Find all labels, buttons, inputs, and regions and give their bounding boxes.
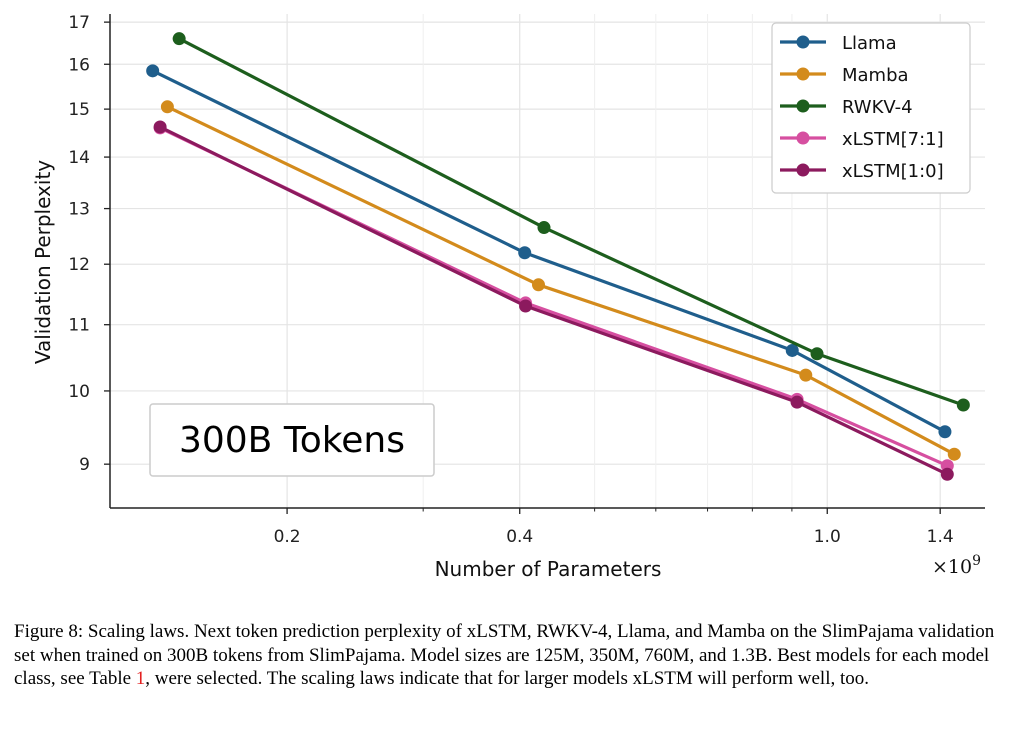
annotation-box [149, 403, 435, 477]
figure-caption: Figure 8: Scaling laws. Next token predi… [14, 620, 1010, 691]
series-Mamba [160, 100, 961, 461]
legend-label: xLSTM[7:1] [842, 129, 944, 150]
table-reference-link[interactable]: 1 [135, 668, 146, 689]
annotation-text: 300B Tokens [179, 420, 405, 461]
legend-label: RWKV-4 [842, 97, 913, 118]
y-tick-label: 11 [68, 316, 90, 336]
data-point [172, 32, 186, 46]
legend-swatch-marker [796, 163, 810, 177]
series-RWKV-4 [172, 32, 970, 412]
annotation: 300B Tokens [149, 403, 435, 477]
legend-swatch-marker [796, 67, 810, 81]
data-point [940, 467, 954, 481]
data-point [531, 278, 545, 292]
y-tick-label: 14 [68, 148, 90, 168]
x-axis-exponent: ×109 [932, 553, 981, 578]
legend-swatch-marker [796, 35, 810, 49]
x-axis-ticks: 0.2 0.4 1.0 1.4 [274, 508, 954, 547]
y-tick-label: 12 [68, 255, 90, 275]
y-tick-label: 17 [68, 13, 90, 33]
data-point [153, 120, 167, 134]
legend-entry: Llama [780, 33, 897, 54]
data-point [537, 221, 551, 235]
data-point [947, 447, 961, 461]
legend-entry: xLSTM[1:0] [780, 161, 944, 182]
legend-entry: xLSTM[7:1] [780, 129, 944, 150]
x-axis-title: Number of Parameters [435, 557, 662, 581]
y-axis-ticks: 9 10 11 12 13 14 15 16 17 [68, 13, 110, 475]
series-group [146, 32, 970, 481]
series-xLSTM[1:0] [153, 120, 954, 481]
data-point [956, 398, 970, 412]
x-tick-label: 1.4 [927, 527, 954, 547]
legend: Llama Mamba RWKV-4 xLSTM[7:1] xLSTM[1:0] [771, 22, 971, 194]
data-point [518, 246, 532, 260]
series-line [159, 125, 948, 476]
data-point [519, 299, 533, 313]
data-point [785, 343, 799, 357]
data-point [938, 425, 952, 439]
legend-label: Llama [842, 33, 897, 54]
y-tick-label: 13 [68, 200, 90, 220]
series-line [166, 105, 956, 456]
x-tick-label: 0.2 [274, 527, 301, 547]
series-Llama [146, 64, 952, 439]
caption-text: Figure 8: Scaling laws. Next token predi… [14, 621, 995, 689]
y-axis-title: Validation Perplexity [31, 160, 55, 364]
x-tick-label: 0.4 [506, 527, 533, 547]
legend-swatch-marker [796, 99, 810, 113]
caption-text-end: , were selected. The scaling laws indica… [145, 668, 870, 689]
y-tick-label: 10 [68, 382, 90, 402]
axes [109, 14, 985, 509]
data-point [799, 368, 813, 382]
legend-label: Mamba [842, 65, 909, 86]
series-line [151, 69, 946, 434]
legend-entry: Mamba [780, 65, 909, 86]
legend-box [771, 22, 971, 194]
legend-entry: RWKV-4 [780, 97, 913, 118]
x-tick-label: 1.0 [814, 527, 841, 547]
scaling-law-chart: 9 10 11 12 13 14 15 16 17 0.2 0.4 1.0 1.4 300B Toke… [31, 13, 985, 581]
y-tick-label: 9 [79, 455, 90, 475]
y-tick-label: 15 [68, 100, 90, 120]
data-point [160, 100, 174, 114]
data-point [790, 395, 804, 409]
data-point [146, 64, 160, 78]
legend-swatch-marker [796, 131, 810, 145]
legend-label: xLSTM[1:0] [842, 161, 944, 182]
series-line [178, 37, 964, 407]
y-tick-label: 16 [68, 55, 90, 75]
data-point [810, 347, 824, 361]
